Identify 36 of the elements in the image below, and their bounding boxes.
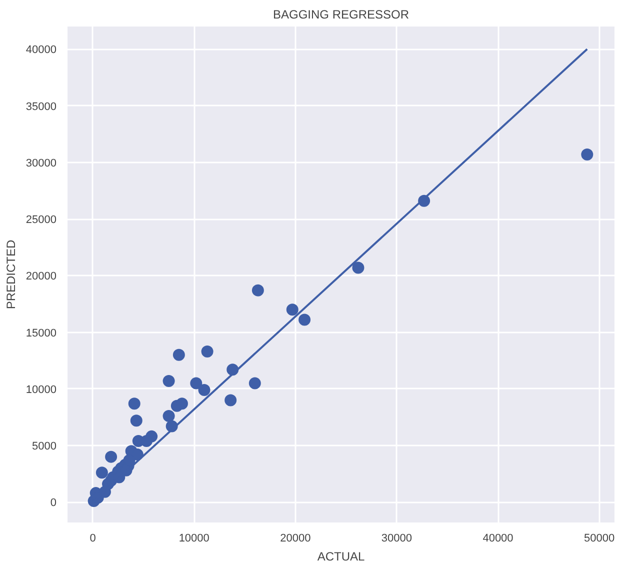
point: [190, 377, 202, 390]
point: [162, 374, 175, 387]
y-tick-label: 5000: [32, 440, 57, 452]
x-tick-label: 50000: [584, 532, 615, 544]
point: [162, 410, 175, 422]
point: [352, 262, 364, 274]
x-tick-label: 40000: [482, 532, 514, 544]
x-tick-label: 30000: [381, 532, 412, 544]
y-tick-label: 0: [50, 497, 57, 510]
point: [198, 384, 210, 396]
x-tick-label: 0: [90, 532, 96, 544]
chart-title: BAGGING REGRESSOR: [272, 8, 410, 22]
y-tick-label: 35000: [26, 100, 57, 113]
y-tick-label: 30000: [26, 157, 57, 170]
point: [248, 377, 261, 390]
point: [298, 314, 311, 326]
y-axis-title: PREDICTED: [4, 239, 18, 310]
point: [581, 148, 594, 160]
point: [201, 346, 214, 358]
point: [176, 398, 188, 410]
y-tick-label: 25000: [26, 214, 57, 226]
y-tick-label: 20000: [26, 270, 57, 283]
point: [286, 304, 298, 316]
point: [172, 348, 185, 361]
x-tick-label: 20000: [280, 532, 311, 544]
point: [96, 466, 108, 479]
y-tick-label: 10000: [26, 384, 57, 396]
x-tick-label: 10000: [178, 532, 210, 544]
point: [252, 284, 264, 296]
point: [105, 450, 118, 463]
point: [130, 414, 142, 427]
point: [128, 398, 140, 410]
y-tick-label: 15000: [26, 327, 57, 340]
point: [224, 394, 237, 406]
y-tick-label: 40000: [26, 44, 57, 56]
x-axis-title: ACTUAL: [317, 550, 365, 564]
